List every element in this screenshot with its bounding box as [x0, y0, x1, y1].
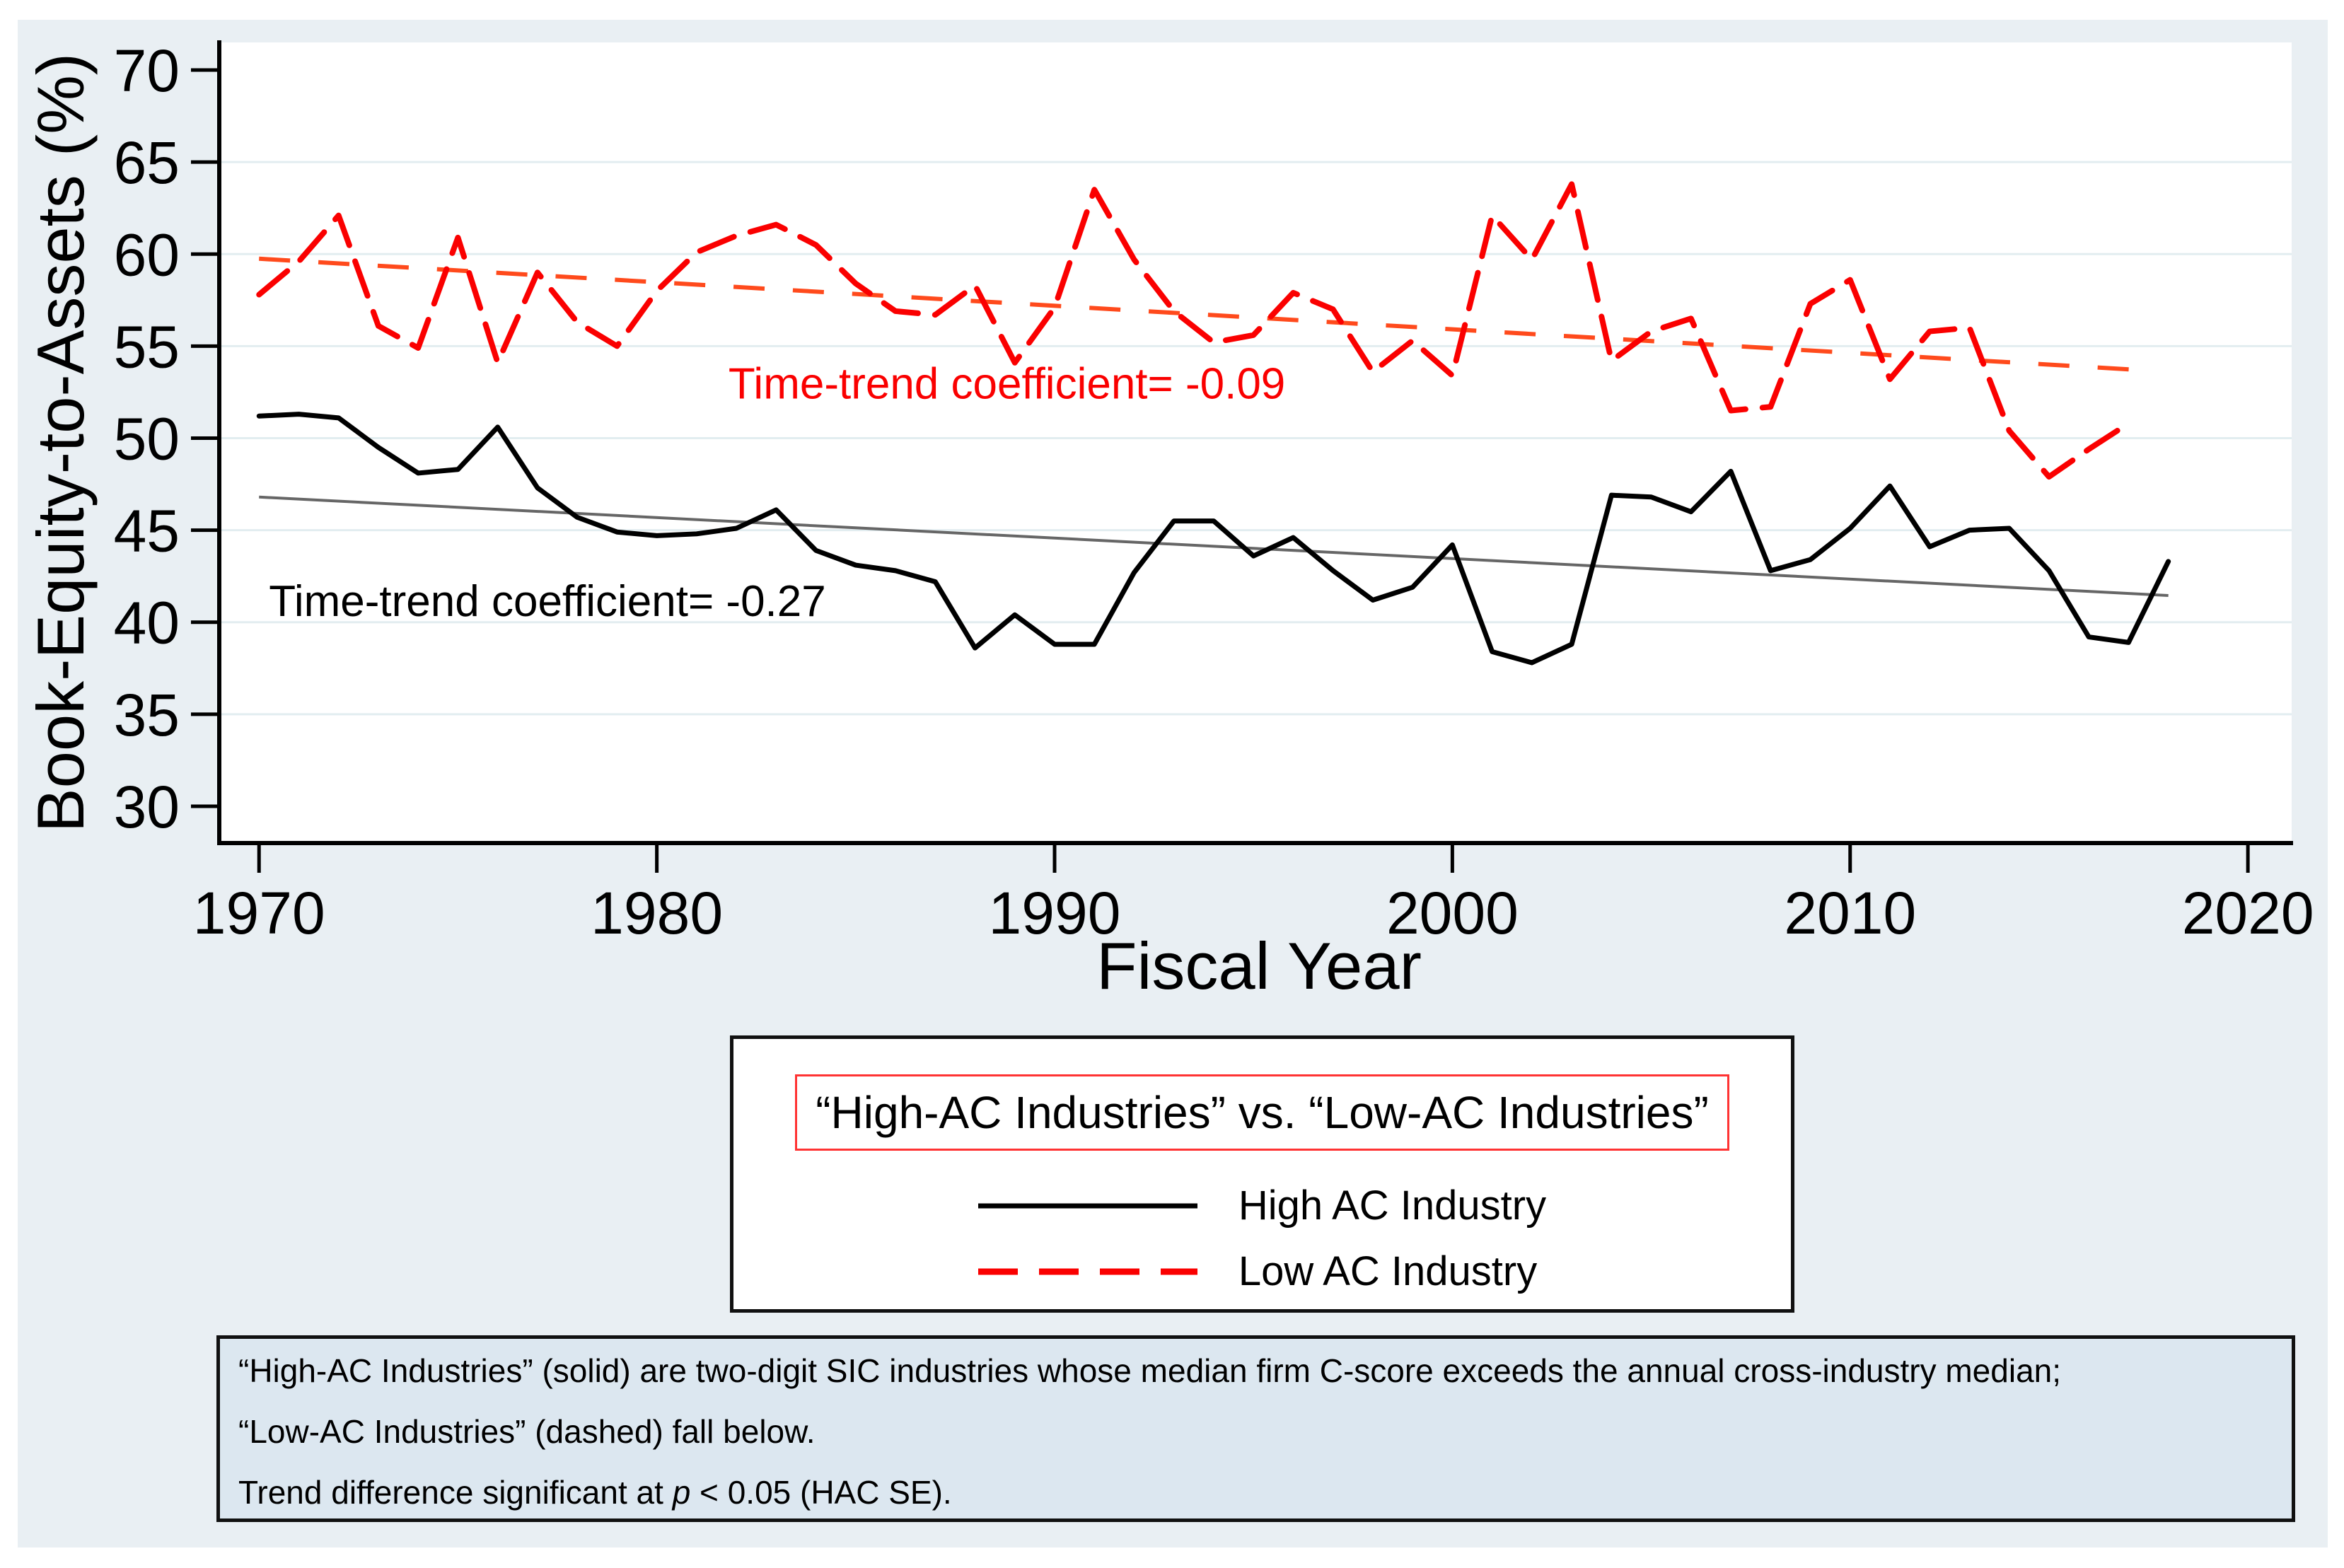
- low-ac-trend-line: [259, 256, 2141, 373]
- y-tick-label-45: 45: [114, 498, 180, 564]
- x-tick-label-1970: 1970: [193, 880, 325, 946]
- y-tick-label-30: 30: [114, 774, 180, 840]
- legend-title: “High-AC Industries” vs. “Low-AC Industr…: [795, 1074, 1729, 1151]
- y-tick-label-40: 40: [114, 590, 180, 656]
- footnote-line-2: “Low-AC Industries” (dashed) fall below.: [238, 1413, 816, 1450]
- plot-layer: 30 35 40 45 50 55 60 65 70 1970 1980 1990 2000 2010 20…: [114, 37, 2314, 946]
- high-trend-annotation: Time-trend coefficient= -0.27: [269, 577, 825, 626]
- legend: “High-AC Industries” vs. “Low-AC Industr…: [730, 1035, 1794, 1313]
- y-tick-label-35: 35: [114, 682, 180, 748]
- footnotes: “High-AC Industries” (solid) are two-dig…: [216, 1335, 2295, 1522]
- footnote-p-symbol: p: [672, 1474, 691, 1511]
- plot-area: [219, 42, 2292, 843]
- x-tick-label-2000: 2000: [1386, 880, 1519, 946]
- y-axis-title: Book-Equity-to-Assets (%): [23, 53, 98, 832]
- footnote-line-3-tail: < 0.05 (HAC SE).: [690, 1474, 952, 1511]
- legend-item-low-ac: Low AC Industry: [977, 1248, 1546, 1295]
- y-tick-label-55: 55: [114, 313, 180, 380]
- x-axis-title: Fiscal Year: [1096, 929, 1422, 1003]
- high-ac-trend-line: [259, 495, 2169, 597]
- dashed-line-swatch-icon: [977, 1268, 1197, 1274]
- x-tick-label-1980: 1980: [591, 880, 723, 946]
- x-tick-label-2020: 2020: [2182, 880, 2314, 946]
- footnote-line-3-text: Trend difference significant at: [238, 1474, 673, 1511]
- legend-item-label: High AC Industry: [1238, 1183, 1547, 1229]
- x-tick-label-1990: 1990: [989, 880, 1121, 946]
- high-ac-series-line: [256, 412, 2171, 666]
- x-tick-label-2010: 2010: [1784, 880, 1916, 946]
- y-tick-label-65: 65: [114, 129, 180, 196]
- solid-line-swatch-icon: [977, 1203, 1197, 1208]
- footnote-line-3: Trend difference significant at p < 0.05…: [238, 1476, 2273, 1509]
- y-tick-label-70: 70: [114, 37, 180, 104]
- y-tick-label-50: 50: [114, 405, 180, 472]
- legend-items: High AC Industry Low AC Industry: [977, 1182, 1547, 1295]
- low-ac-series-line: [256, 181, 2132, 480]
- y-tick-label-60: 60: [114, 221, 180, 288]
- legend-item-high-ac: High AC Industry: [977, 1182, 1547, 1229]
- footnote-line-1: “High-AC Industries” (solid) are two-dig…: [238, 1352, 2062, 1389]
- low-trend-annotation: Time-trend coefficient= -0.09: [729, 360, 1285, 409]
- legend-item-label: Low AC Industry: [1238, 1248, 1538, 1294]
